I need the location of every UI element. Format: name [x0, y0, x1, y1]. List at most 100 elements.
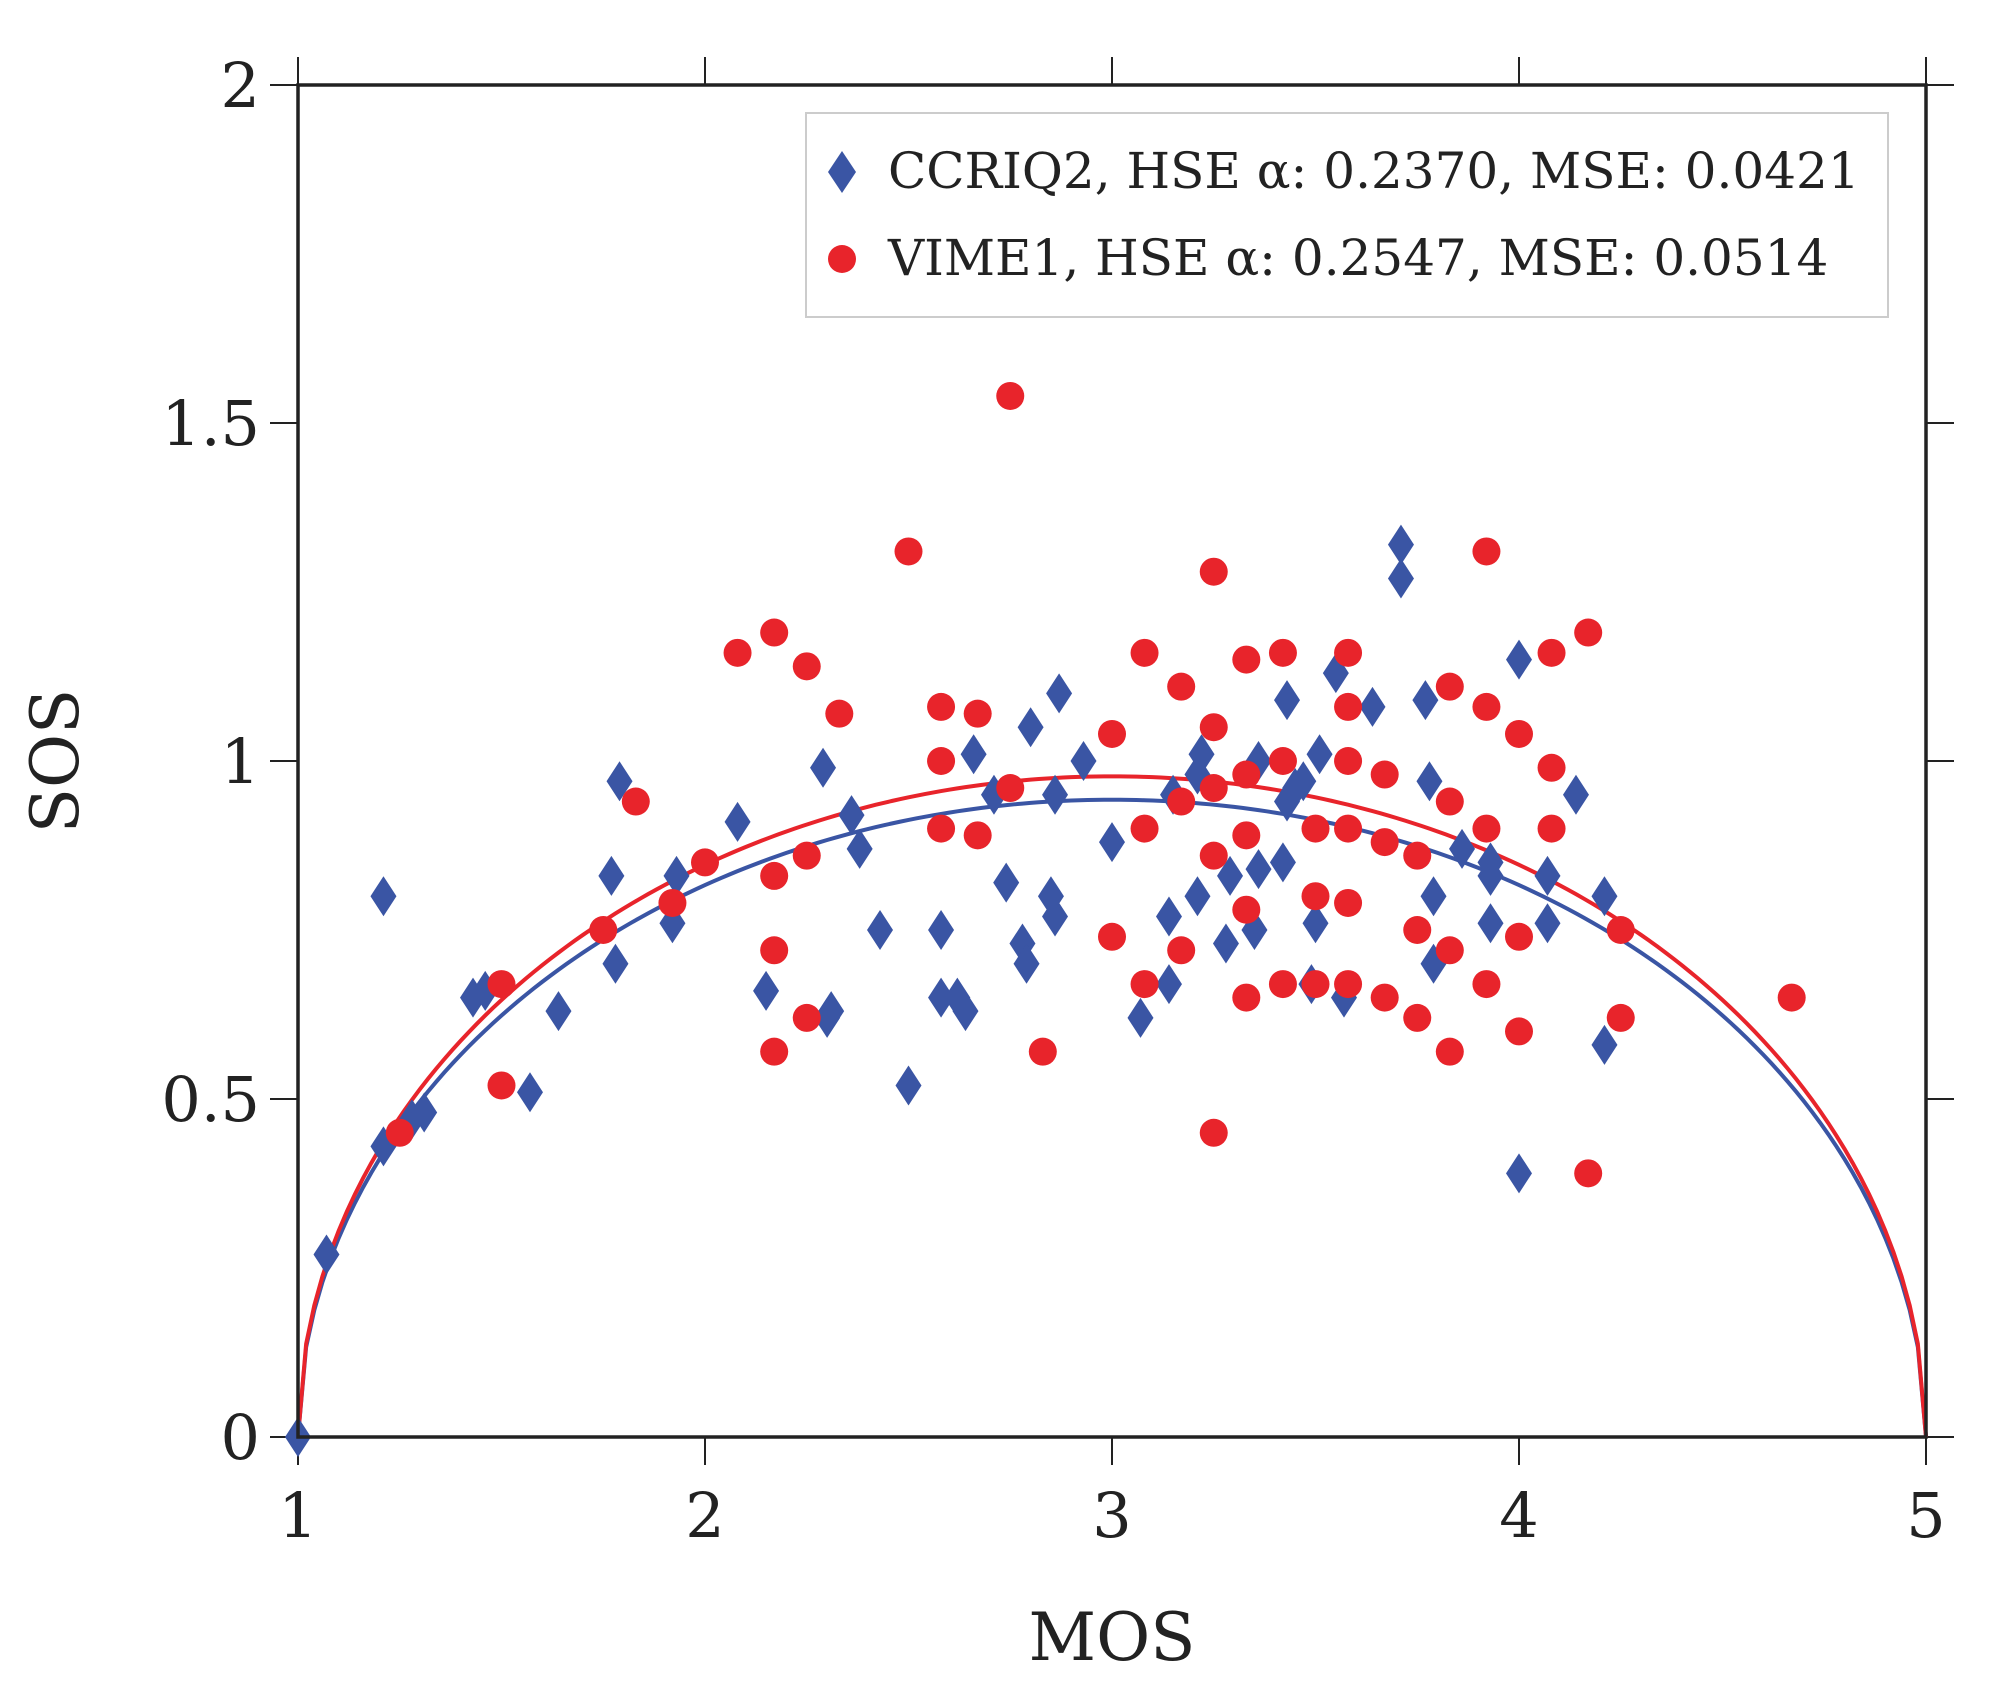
- point-vime1: [996, 381, 1025, 410]
- point-ccriq2: [993, 862, 1020, 903]
- point-vime1: [1370, 983, 1399, 1012]
- x-tick-label: 2: [685, 1479, 724, 1552]
- point-vime1: [1472, 970, 1501, 999]
- point-vime1: [1505, 922, 1533, 951]
- point-vime1: [1435, 1037, 1464, 1066]
- fit-curves: [296, 774, 1928, 1438]
- y-axis-label: SOS: [17, 689, 94, 834]
- point-vime1: [792, 652, 821, 681]
- point-ccriq2: [753, 970, 780, 1011]
- point-vime1: [1334, 888, 1363, 917]
- point-vime1: [1472, 814, 1501, 843]
- point-vime1: [1403, 1003, 1432, 1032]
- point-ccriq2: [928, 977, 955, 1018]
- point-vime1: [996, 774, 1025, 803]
- legend: CCRIQ2, HSE α: 0.2370, MSE: 0.0421 VIME1…: [805, 112, 1889, 318]
- point-vime1: [1334, 747, 1363, 775]
- point-ccriq2: [1359, 686, 1386, 727]
- point-ccriq2: [663, 855, 690, 896]
- point-vime1: [658, 888, 687, 917]
- legend-box: [805, 112, 1889, 318]
- point-vime1: [760, 618, 789, 647]
- point-vime1: [723, 638, 752, 667]
- point-vime1: [1606, 1003, 1635, 1032]
- point-ccriq2: [370, 876, 397, 917]
- point-ccriq2: [960, 734, 987, 775]
- point-vime1: [1268, 747, 1297, 775]
- point-vime1: [1606, 916, 1635, 944]
- point-ccriq2: [313, 1234, 340, 1275]
- point-vime1: [894, 537, 923, 566]
- point-ccriq2: [1042, 774, 1069, 815]
- point-vime1: [1301, 814, 1330, 843]
- x-tick-label: 5: [1906, 1479, 1945, 1552]
- point-ccriq2: [545, 991, 572, 1032]
- point-ccriq2: [1449, 828, 1476, 869]
- point-ccriq2: [867, 910, 894, 950]
- point-vime1: [792, 841, 821, 870]
- point-ccriq2: [1042, 896, 1069, 937]
- point-vime1: [1537, 814, 1566, 843]
- point-ccriq2: [516, 1072, 543, 1113]
- legend-entry-ccriq2: CCRIQ2, HSE α: 0.2370, MSE: 0.0421: [888, 142, 1860, 200]
- point-vime1: [825, 699, 854, 728]
- point-vime1: [589, 916, 618, 944]
- point-vime1: [1167, 787, 1196, 816]
- point-vime1: [1537, 638, 1566, 667]
- point-vime1: [1472, 537, 1501, 566]
- point-vime1: [760, 861, 789, 890]
- point-vime1: [1199, 1118, 1228, 1147]
- point-vime1: [1130, 970, 1159, 999]
- tick-labels: 1 2 3 4 5 0 0.5 1 1.5 2: [161, 49, 1945, 1552]
- point-ccriq2: [1302, 903, 1329, 944]
- point-ccriq2: [846, 828, 873, 869]
- point-ccriq2: [1013, 943, 1040, 984]
- point-vime1: [1435, 672, 1464, 701]
- point-ccriq2: [1155, 964, 1182, 1005]
- y-tick-label: 0: [221, 1401, 260, 1474]
- point-vime1: [691, 848, 719, 877]
- point-ccriq2: [1534, 855, 1561, 896]
- point-ccriq2: [1046, 673, 1073, 714]
- point-ccriq2: [1387, 524, 1414, 565]
- point-vime1: [1098, 922, 1126, 951]
- y-tick-label: 0.5: [161, 1063, 260, 1136]
- point-vime1: [1199, 557, 1228, 586]
- point-ccriq2: [1506, 1153, 1532, 1194]
- point-vime1: [1435, 787, 1464, 816]
- point-vime1: [1403, 841, 1432, 870]
- point-ccriq2: [810, 747, 837, 788]
- point-ccriq2: [1269, 842, 1296, 883]
- point-ccriq2: [411, 1092, 438, 1133]
- point-vime1: [1232, 645, 1261, 674]
- y-tick-label: 1: [221, 725, 260, 798]
- point-vime1: [385, 1118, 414, 1147]
- point-vime1: [487, 970, 516, 999]
- legend-entry-vime1: VIME1, HSE α: 0.2547, MSE: 0.0514: [887, 229, 1828, 287]
- y-tick-label: 2: [221, 49, 260, 122]
- point-ccriq2: [1591, 876, 1618, 917]
- point-ccriq2: [895, 1065, 922, 1106]
- point-vime1: [1098, 719, 1126, 748]
- plot-frame: [296, 83, 1928, 1439]
- point-ccriq2: [1217, 855, 1244, 896]
- point-vime1: [1199, 713, 1228, 742]
- point-vime1: [1537, 753, 1566, 782]
- point-ccriq2: [1017, 707, 1044, 748]
- point-vime1: [963, 821, 992, 850]
- point-vime1: [1232, 895, 1261, 924]
- point-vime1: [621, 787, 650, 816]
- point-vime1: [1435, 936, 1464, 965]
- point-vime1: [1130, 814, 1159, 843]
- point-vime1: [1232, 821, 1261, 850]
- point-vime1: [1334, 638, 1363, 667]
- point-vime1: [1268, 638, 1297, 667]
- point-ccriq2: [1070, 741, 1097, 781]
- point-vime1: [927, 814, 956, 843]
- x-axis-label: MOS: [1029, 1599, 1196, 1676]
- point-vime1: [760, 1037, 789, 1066]
- point-vime1: [963, 699, 992, 728]
- point-vime1: [1370, 760, 1399, 789]
- point-vime1: [1574, 1159, 1603, 1188]
